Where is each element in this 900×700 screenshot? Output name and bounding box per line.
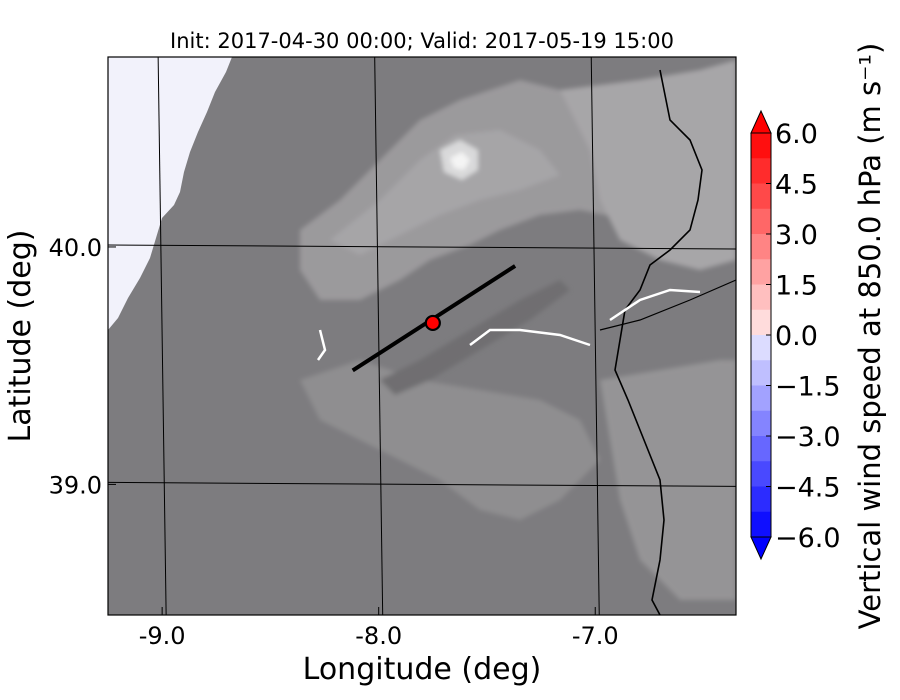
grid-meridian (374, 57, 384, 615)
y-axis-label: Latitude (deg) (3, 230, 38, 443)
colorbar-extend-max (750, 109, 772, 134)
y-tick-label: 39.0 (49, 471, 102, 499)
x-axis-label: Longitude (deg) (303, 652, 542, 687)
colorbar-segment (751, 284, 771, 311)
colorbar-tick-label: −1.5 (775, 372, 841, 403)
colorbar: 6.0 4.5 3.0 1.5 0.0 −1.5 −3.0 −4.5 −6.0 (750, 109, 841, 561)
plot-frame (107, 56, 737, 616)
terrain-map (108, 57, 736, 615)
colorbar-segment (751, 511, 771, 538)
colorbar-tick-label: −6.0 (775, 523, 841, 554)
highland-band (330, 130, 560, 255)
colorbar-tick-label: 1.5 (775, 271, 818, 302)
colorbar-tick-label: 3.0 (775, 220, 818, 251)
x-tick-label: -7.0 (572, 622, 619, 650)
grid-parallel (108, 481, 736, 487)
colorbar-segment (751, 461, 771, 487)
river-valley (380, 280, 570, 395)
grid-parallel (108, 244, 736, 250)
colorbar-segment (751, 436, 771, 462)
colorbar-segment (751, 309, 771, 336)
chart-title: Init: 2017-04-30 00:00; Valid: 2017-05-1… (170, 29, 674, 53)
colorbar-tick-label: −3.0 (775, 422, 841, 453)
colorbar-segment (751, 208, 771, 235)
grid-meridian (590, 57, 600, 615)
colorbar-segment (751, 360, 771, 386)
location-marker (424, 314, 441, 332)
colorbar-segment (751, 183, 771, 210)
east-upland (560, 60, 736, 270)
colorbar-segment (751, 158, 771, 184)
grid-lines (108, 57, 736, 615)
ocean-area (108, 57, 232, 330)
colorbar-segment (751, 234, 771, 260)
colorbar-segment (751, 133, 771, 159)
x-tick-label: -9.0 (139, 622, 186, 650)
colorbar-tick-label: 0.0 (775, 321, 818, 352)
colorbar-tick-label: 6.0 (775, 119, 818, 150)
colorbar-segment (751, 410, 771, 437)
river-highlights (316, 288, 701, 361)
y-tick-label: 40.0 (49, 234, 102, 262)
x-tick-label: -8.0 (355, 622, 402, 650)
southeast-hills (600, 360, 736, 600)
grid-meridian (157, 57, 167, 615)
colorbar-segment (751, 385, 771, 412)
colorbar-tick-label: 4.5 (775, 170, 818, 201)
colorbar-segment (751, 335, 771, 361)
colorbar-label: Vertical wind speed at 850.0 hPa (m s⁻¹) (853, 43, 887, 630)
axes: -9.0 -8.0 -7.0 40.0 39.0 (49, 234, 619, 650)
colorbar-tick-label: −4.5 (775, 473, 841, 504)
colorbar-extend-min (750, 536, 772, 561)
south-plateau (300, 360, 600, 520)
colorbar-segment (751, 259, 771, 285)
overlay (351, 264, 517, 373)
colorbar-segment (751, 486, 771, 513)
summit-snow-core (450, 152, 470, 170)
